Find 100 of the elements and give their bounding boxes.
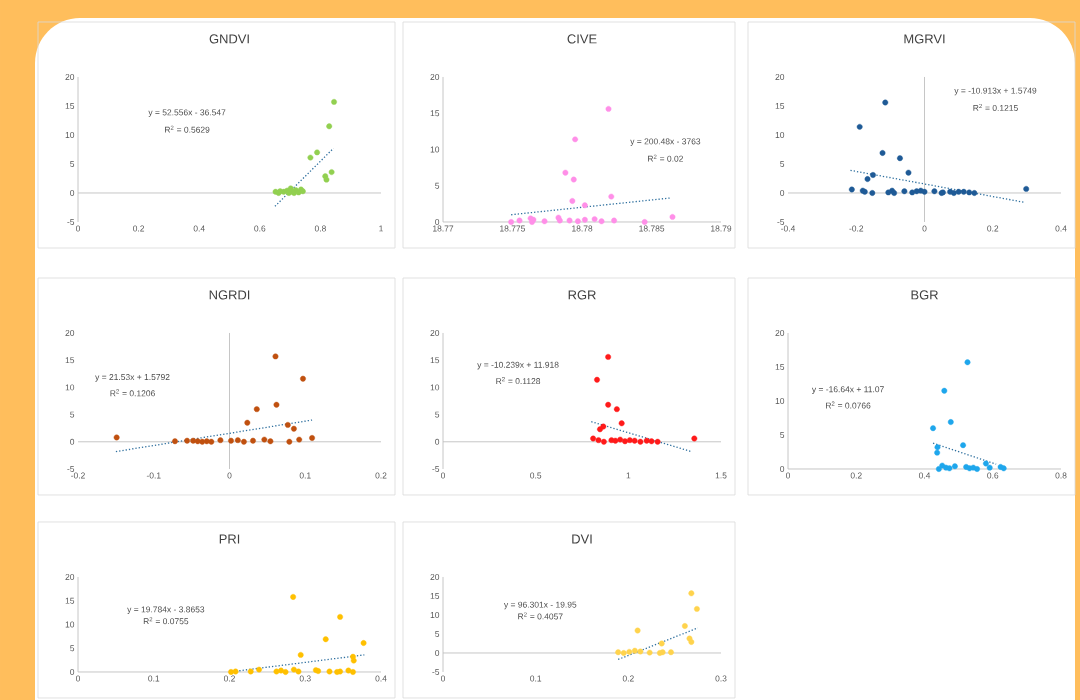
y-tick-label: 20 [65, 329, 75, 336]
x-tick-label: 0.4 [1055, 225, 1067, 232]
x-tick-label: 1 [379, 225, 383, 232]
y-tick-label: 5 [435, 631, 440, 637]
y-tick-label: 5 [70, 161, 75, 167]
annotation: y = 200.48x - 3763 [630, 138, 701, 147]
y-tick-label: -5 [67, 219, 75, 225]
x-tick-label: 0.4 [193, 225, 205, 232]
x-tick-label: 0.2 [987, 225, 999, 232]
x-tick-label: 18.775 [500, 225, 525, 232]
y-tick-label: 5 [435, 182, 440, 189]
x-tick-label: 0.2 [622, 675, 634, 682]
chart-title: RGR [568, 290, 596, 300]
x-tick-label: 0.2 [223, 675, 235, 682]
y-tick-label: 15 [775, 103, 785, 109]
y-tick-label: -5 [777, 219, 785, 225]
x-tick-label: 18.78 [572, 225, 593, 232]
chart-title: PRI [219, 534, 240, 544]
annotation: y = -10.239x + 11.918 [477, 361, 559, 370]
x-tick-label: 0.2 [375, 472, 387, 479]
y-tick-label: 10 [430, 384, 440, 391]
y-tick-label: 0 [780, 465, 785, 472]
x-tick-label: -0.4 [781, 225, 796, 232]
x-tick-label: 0.4 [918, 472, 931, 479]
y-tick-label: 0 [70, 438, 75, 445]
x-tick-label: 0.8 [1055, 472, 1067, 479]
x-tick-label: 0.1 [299, 472, 311, 479]
chart-title: DVI [572, 534, 592, 544]
y-tick-label: 15 [430, 357, 440, 364]
annotation: y = -10.913x + 1.5749 [954, 87, 1037, 96]
annotation: R$^{2}$ = 0.1128 [496, 377, 541, 385]
annotation: R$^{2}$ = 0.1215 [973, 103, 1018, 111]
x-tick-label: 1.5 [715, 472, 727, 479]
x-tick-label: -0.2 [71, 472, 85, 479]
y-tick-label: -5 [432, 466, 440, 472]
x-tick-label: 0 [440, 675, 446, 682]
y-tick-label: 10 [430, 611, 440, 618]
y-tick-label: 10 [775, 397, 785, 404]
y-tick-label: 0 [70, 668, 75, 675]
x-tick-label: 18.785 [639, 225, 665, 232]
chart-title: GNDVI [209, 34, 249, 44]
y-tick-label: 20 [430, 573, 440, 580]
x-tick-label: 0.2 [850, 472, 862, 479]
y-tick-label: 0 [435, 649, 440, 656]
y-tick-label: 10 [65, 384, 75, 391]
annotation: R$^{2}$ = 0.02 [648, 154, 683, 162]
annotation: y = 21.53x + 1.5792 [95, 374, 170, 382]
x-tick-label: 0.5 [530, 472, 542, 479]
x-tick-label: 0.6 [254, 225, 266, 232]
y-tick-label: 10 [430, 146, 440, 153]
x-tick-label: 0 [75, 225, 81, 232]
y-tick-label: 10 [65, 621, 75, 628]
annotation: R$^{2}$ = 0.0766 [826, 401, 871, 409]
annotation: R$^{2}$ = 0.5629 [165, 125, 210, 133]
y-tick-label: 15 [775, 364, 785, 370]
y-tick-label: 15 [65, 103, 75, 109]
y-tick-label: 5 [780, 161, 785, 167]
x-tick-label: -0.1 [146, 472, 161, 479]
y-tick-label: 0 [435, 218, 440, 225]
annotation: R$^{2}$ = 0.4057 [518, 612, 563, 620]
y-tick-label: 20 [65, 73, 75, 80]
annotation: R$^{2}$ = 0.0755 [143, 617, 189, 625]
y-tick-label: 0 [435, 438, 440, 445]
x-tick-label: 0.1 [530, 675, 542, 682]
y-tick-label: 20 [430, 329, 440, 336]
y-tick-label: 10 [775, 131, 785, 138]
y-tick-label: 15 [430, 110, 440, 117]
y-tick-label: 10 [65, 131, 75, 138]
x-tick-label: 0 [922, 225, 927, 232]
y-tick-label: -5 [432, 669, 440, 675]
y-tick-label: 20 [775, 329, 785, 336]
y-tick-label: 5 [780, 432, 785, 438]
x-tick-label: 0 [440, 472, 446, 479]
annotation: y = 52.556x - 36.547 [148, 109, 226, 118]
x-tick-label: -0.2 [849, 225, 864, 232]
y-tick-label: 5 [435, 411, 440, 418]
annotation: y = 19.784x - 3.8653 [127, 606, 205, 615]
x-tick-label: 0 [75, 675, 81, 682]
annotation: R$^{2}$ = 0.1206 [110, 389, 155, 397]
x-tick-label: 0.6 [987, 472, 999, 479]
x-tick-label: 0.3 [715, 675, 727, 682]
y-tick-label: 15 [430, 593, 440, 599]
y-tick-label: 15 [65, 357, 75, 364]
y-tick-label: 0 [70, 189, 75, 196]
y-tick-label: -5 [67, 466, 75, 472]
x-tick-label: 0.3 [299, 675, 311, 682]
x-tick-label: 0 [227, 472, 232, 479]
y-tick-label: 20 [430, 73, 440, 80]
annotation: y = 96.301x - 19.95 [503, 601, 577, 610]
y-tick-label: 20 [65, 573, 75, 580]
y-tick-label: 20 [775, 73, 785, 80]
chart-title: BGR [911, 290, 938, 300]
chart-title: MGRVI [904, 34, 945, 44]
y-tick-label: 5 [70, 645, 75, 652]
chart-title: CIVE [567, 34, 597, 44]
annotation: y = -16.64x + 11.07 [811, 386, 884, 394]
y-tick-label: 15 [65, 597, 75, 604]
x-tick-label: 0.2 [133, 225, 145, 232]
x-tick-label: 18.79 [711, 225, 732, 232]
x-tick-label: 0 [785, 472, 791, 479]
